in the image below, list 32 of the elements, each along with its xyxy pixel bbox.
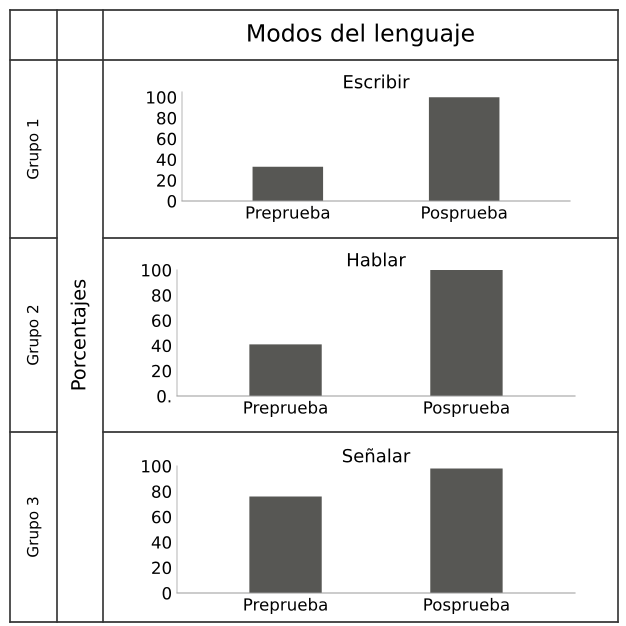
x-tick-label: Posprueba — [422, 206, 506, 222]
x-tick-label: Preprueba — [244, 598, 327, 614]
y-tick-label: 60 — [152, 510, 172, 524]
y-tick-label: 40 — [156, 153, 176, 166]
x-tick-label: Posprueba — [424, 400, 509, 417]
chart-title: Hablar — [348, 252, 406, 266]
y-axis-title: Porcentajes — [70, 280, 90, 390]
y-tick-label: 0 — [162, 586, 172, 600]
y-tick-label: 20 — [152, 562, 172, 574]
chart-title: Señalar — [342, 448, 410, 462]
x-tick-label: Preprueba — [246, 206, 330, 222]
y-tick-label: 100 — [142, 460, 172, 473]
chart-title: Escribir — [344, 74, 410, 88]
y-tick-label: 60 — [152, 314, 172, 327]
text: Grupo 3 — [26, 498, 42, 557]
y-tick-label: 20 — [157, 174, 176, 187]
x-tick-label: Preprueba — [244, 400, 327, 417]
y-tick-label: 40 — [152, 536, 172, 549]
y-tick-label: 80 — [157, 112, 176, 125]
y-tick-label: 40 — [152, 340, 172, 352]
text: Grupo 2 — [26, 306, 42, 365]
y-tick-label: 80 — [152, 289, 172, 302]
y-tick-label: 0. — [157, 390, 170, 403]
y-tick-label: 20 — [152, 364, 172, 378]
text: Modos del lenguaje — [248, 24, 474, 46]
y-tick-label: 0 — [168, 194, 176, 208]
text: Grupo 1 — [26, 120, 42, 179]
y-tick-label: 60 — [157, 132, 176, 146]
y-tick-label: 80 — [152, 485, 172, 498]
y-tick-label: 100 — [142, 264, 172, 277]
y-tick-label: 100 — [147, 91, 176, 104]
x-tick-label: Posprueba — [424, 598, 509, 614]
